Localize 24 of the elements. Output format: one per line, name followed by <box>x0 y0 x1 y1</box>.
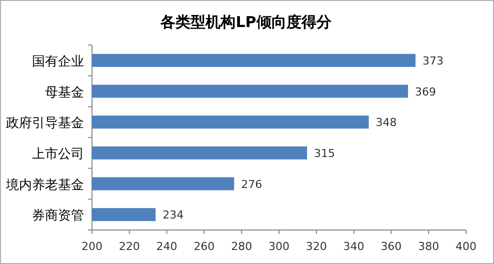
y-tick-label: 境内养老基金 <box>5 176 84 193</box>
x-tick-label: 280 <box>231 240 252 253</box>
y-tick-label: 母基金 <box>45 85 84 100</box>
y-tick-label: 上市公司 <box>32 146 84 162</box>
x-tick-label: 220 <box>118 240 140 253</box>
x-tick-label: 320 <box>306 240 327 253</box>
x-tick-label: 360 <box>380 240 402 253</box>
data-label: 369 <box>415 85 436 98</box>
data-label: 373 <box>422 54 444 68</box>
data-label: 348 <box>376 116 397 130</box>
x-tick-label: 400 <box>456 240 476 253</box>
x-tick-label: 300 <box>268 240 290 253</box>
x-tick-label: 260 <box>194 240 215 253</box>
data-label: 234 <box>162 208 184 222</box>
x-tick-label: 240 <box>156 240 178 253</box>
x-tick-label: 340 <box>343 240 364 253</box>
y-tick-label: 国有企业 <box>32 54 84 70</box>
x-tick-label: 200 <box>82 240 102 253</box>
y-tick-label: 政府引导基金 <box>6 115 84 132</box>
y-tick-label: 券商资管 <box>32 208 84 224</box>
chart-title: 各类型机构LP倾向度得分 <box>160 13 332 31</box>
x-tick-label: 380 <box>418 240 440 253</box>
data-label: 276 <box>241 178 262 191</box>
data-label: 315 <box>314 146 336 160</box>
